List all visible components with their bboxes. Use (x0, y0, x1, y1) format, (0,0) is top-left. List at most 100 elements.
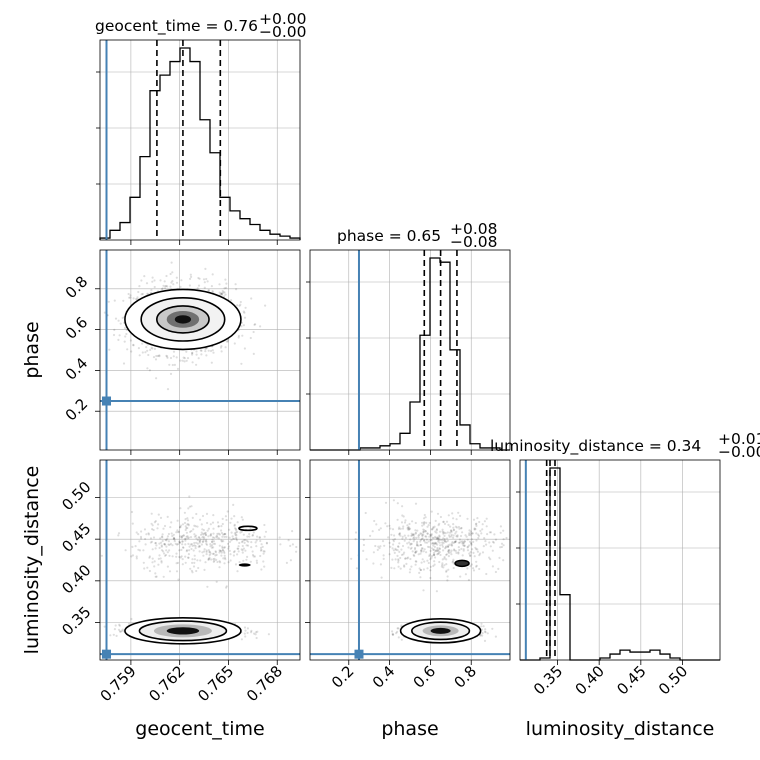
scatter-point (234, 531, 237, 534)
scatter-point (230, 531, 233, 534)
scatter-point (259, 549, 263, 552)
scatter-point (474, 546, 477, 549)
scatter-point (255, 631, 258, 634)
scatter-point (224, 558, 227, 561)
scatter-point (197, 536, 200, 539)
scatter-point (259, 546, 263, 550)
scatter-point (210, 558, 213, 561)
scatter-point (428, 554, 431, 558)
scatter-point (436, 538, 439, 541)
scatter-point (221, 545, 224, 548)
scatter-point (259, 539, 262, 543)
scatter-point (243, 347, 246, 350)
scatter-point (472, 551, 475, 555)
scatter-point (117, 628, 121, 631)
xtick-label-bottom-phase-1: 0.4 (369, 662, 399, 692)
scatter-point (160, 535, 164, 538)
scatter-point (466, 545, 469, 548)
scatter-point (443, 539, 446, 542)
scatter-point (429, 565, 432, 569)
scatter-point (401, 535, 404, 538)
scatter-point (202, 278, 206, 281)
scatter-point (169, 372, 173, 375)
scatter-point (414, 551, 417, 554)
scatter-point (461, 542, 464, 545)
scatter-point (198, 539, 201, 542)
scatter-point (217, 537, 221, 540)
scatter-point (394, 558, 397, 561)
scatter-point (221, 292, 224, 295)
scatter-point (434, 542, 437, 545)
scatter-point (221, 292, 224, 295)
scatter-point (437, 524, 440, 527)
scatter-point (447, 545, 450, 548)
scatter-point (438, 547, 441, 550)
scatter-point (197, 357, 200, 360)
scatter-point (407, 546, 410, 549)
scatter-point (445, 545, 448, 548)
scatter-point (239, 300, 242, 304)
scatter-point (129, 294, 132, 297)
scatter-point (138, 549, 142, 552)
scatter-point (121, 628, 124, 631)
scatter-point (148, 569, 151, 573)
histogram-luminosity_distance (520, 467, 720, 661)
scatter-point (461, 554, 464, 557)
scatter-point (441, 541, 444, 544)
scatter-point (137, 533, 140, 536)
scatter-point (419, 538, 422, 542)
scatter-point (175, 552, 178, 555)
scatter-point (452, 517, 455, 520)
scatter-point (208, 556, 211, 559)
scatter-point (128, 296, 131, 299)
scatter-point (216, 534, 219, 538)
scatter-point (371, 530, 374, 533)
title-geocent-time: geocent_time = 0.76 (95, 17, 258, 36)
scatter-point (240, 548, 243, 551)
scatter-point (175, 570, 179, 573)
scatter-point (233, 550, 236, 553)
scatter-point (196, 538, 199, 542)
scatter-point (132, 343, 135, 346)
scatter-point (202, 529, 205, 532)
scatter-point (225, 286, 228, 289)
scatter-point (392, 549, 395, 552)
truth-marker-lumdist-phase (354, 649, 364, 659)
scatter-point (241, 518, 244, 521)
scatter-point (223, 556, 227, 559)
scatter-point (460, 547, 463, 551)
scatter-point (228, 549, 231, 553)
scatter-point (181, 558, 184, 561)
scatter-point (489, 558, 492, 561)
scatter-point (437, 552, 440, 555)
scatter-point (445, 537, 449, 540)
xtick-label-bottom-geocent-3: 0.768 (243, 662, 286, 705)
scatter-point (191, 352, 194, 355)
scatter-point (182, 534, 185, 537)
scatter-point (260, 548, 263, 551)
scatter-point (252, 352, 255, 355)
scatter-point (440, 565, 443, 568)
scatter-point (466, 567, 469, 570)
scatter-point (400, 624, 403, 627)
scatter-point (249, 526, 252, 530)
scatter-point (402, 553, 405, 556)
scatter-point (117, 338, 120, 341)
scatter-point (179, 526, 182, 529)
scatter-point (443, 531, 446, 534)
scatter-point (447, 544, 450, 547)
scatter-point (171, 544, 174, 547)
scatter-point (172, 355, 175, 358)
scatter-point (227, 545, 231, 548)
scatter-point (404, 557, 407, 560)
scatter-point (408, 522, 411, 526)
scatter-point (236, 304, 239, 307)
scatter-point (410, 534, 413, 537)
scatter-point (234, 283, 237, 286)
scatter-point (209, 534, 212, 537)
ytick-label-left-phase-2: 0.6 (62, 313, 92, 343)
scatter-point (186, 357, 190, 360)
scatter-point (153, 285, 156, 289)
scatter-point (218, 566, 221, 569)
scatter-point (240, 530, 243, 533)
